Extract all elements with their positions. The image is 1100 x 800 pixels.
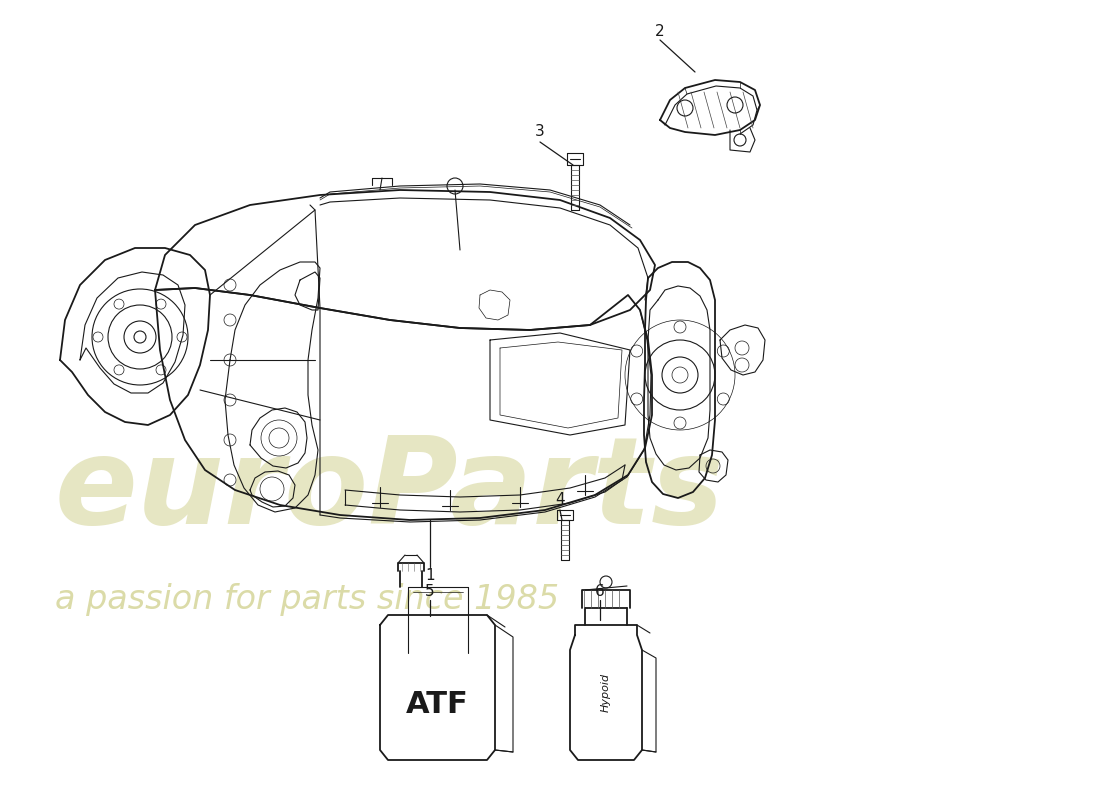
Text: a passion for parts since 1985: a passion for parts since 1985 bbox=[55, 583, 559, 617]
Text: 4: 4 bbox=[556, 493, 564, 507]
Text: 2: 2 bbox=[656, 25, 664, 39]
Text: 5: 5 bbox=[426, 585, 434, 599]
Text: 3: 3 bbox=[535, 125, 544, 139]
Text: 6: 6 bbox=[595, 585, 605, 599]
Text: 1: 1 bbox=[426, 567, 434, 582]
Text: euroParts: euroParts bbox=[55, 431, 725, 549]
Text: Hypoid: Hypoid bbox=[601, 674, 610, 712]
Text: ATF: ATF bbox=[406, 690, 469, 719]
